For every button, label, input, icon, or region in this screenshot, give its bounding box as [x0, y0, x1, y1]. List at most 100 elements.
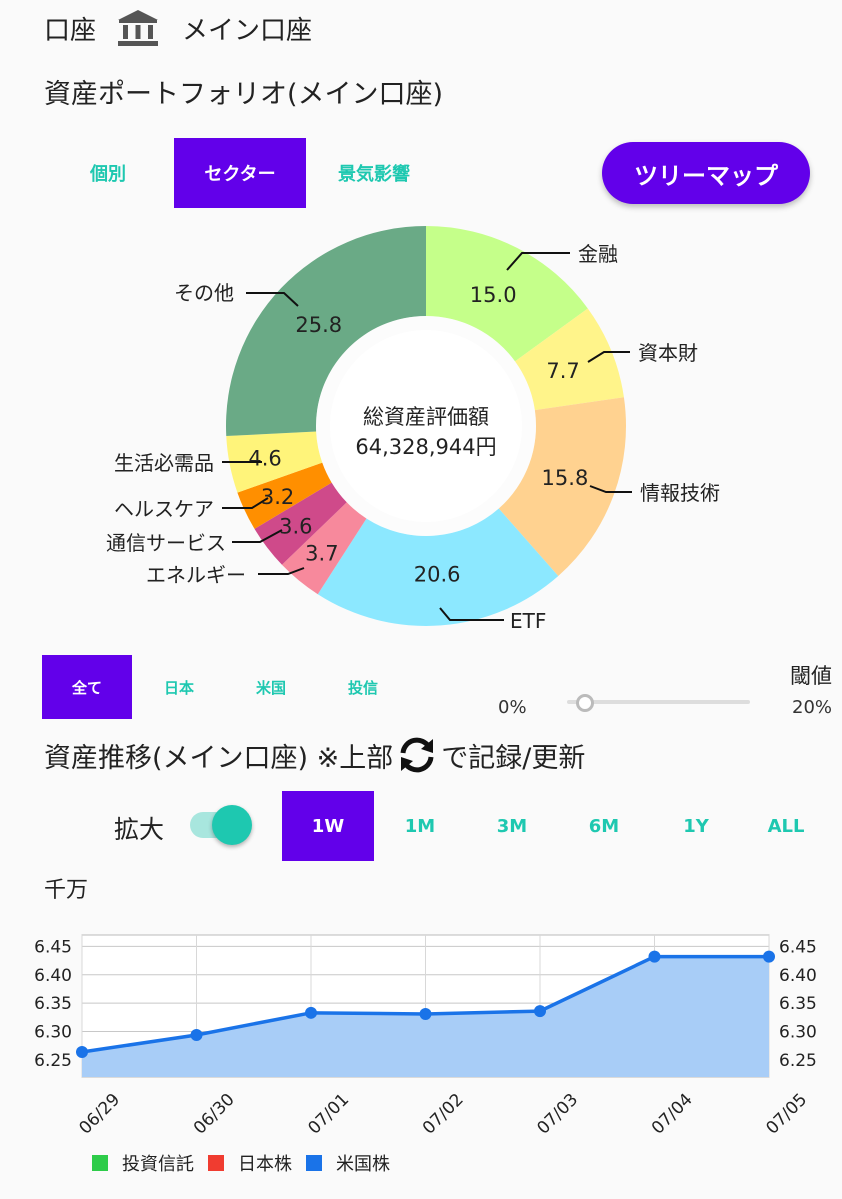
slice-value-label: 3.6 [279, 515, 312, 539]
slice-leader-line [589, 485, 632, 493]
donut-slice[interactable] [281, 502, 367, 595]
slice-category-label: 情報技術 [640, 481, 720, 505]
threshold-label: 閾値 [790, 664, 832, 688]
x-tick-label: 07/01 [304, 1090, 353, 1139]
legend-label-jp: 日本株 [238, 1154, 292, 1175]
y-tick-label-right: 6.25 [779, 1051, 817, 1071]
slice-leader-line [222, 497, 269, 509]
y-tick-label-left: 6.35 [34, 994, 72, 1014]
y-tick-label-right: 6.30 [779, 1023, 817, 1043]
donut-slice[interactable] [514, 308, 624, 411]
slice-category-label: 通信サービス [106, 531, 226, 555]
account-header: 口座 メイン口座 [44, 8, 312, 48]
slice-leader-line [506, 252, 570, 271]
donut-center-label: 総資産評価額 [363, 405, 489, 429]
slice-value-label: 15.0 [470, 283, 517, 307]
donut-slice[interactable] [254, 482, 347, 565]
history-title-suffix: で記録/更新 [441, 742, 586, 774]
filter-tab-fund[interactable]: 投信 [347, 678, 378, 697]
chart-legend: 投資信託 日本株 米国株 [92, 1150, 404, 1176]
donut-slice[interactable] [426, 226, 588, 362]
history-title-text: 資産推移(メイン口座) ※上部 [44, 742, 394, 774]
slice-leader-line [587, 351, 630, 363]
data-point[interactable] [305, 1006, 317, 1019]
legend-swatch-fund [92, 1155, 108, 1171]
y-tick-label-right: 6.45 [779, 937, 817, 957]
filter-tab-us[interactable]: 米国 [255, 678, 286, 697]
donut-center [330, 330, 522, 522]
x-tick-label: 06/29 [75, 1090, 124, 1139]
donut-center-value: 64,328,944円 [355, 435, 496, 459]
x-tick-label: 06/30 [190, 1090, 239, 1139]
slice-value-label: 15.8 [542, 466, 589, 490]
donut-slice[interactable] [237, 462, 332, 529]
slice-value-label: 3.2 [261, 485, 294, 509]
legend-label-us: 米国株 [336, 1154, 390, 1175]
data-point[interactable] [190, 1028, 203, 1041]
slice-leader-line [232, 529, 283, 543]
data-point[interactable] [419, 1007, 432, 1020]
slider-max-label: 20% [792, 697, 833, 718]
history-title: 資産推移(メイン口座) ※上部 で記録/更新 [44, 733, 585, 777]
x-tick-label: 07/04 [648, 1090, 697, 1139]
tab-sector[interactable]: セクター [174, 138, 306, 208]
donut-slice[interactable] [498, 397, 626, 577]
slice-value-label: 20.6 [414, 563, 461, 587]
data-point[interactable] [648, 950, 661, 963]
slice-value-label: 7.7 [546, 359, 579, 383]
account-label: 口座 [44, 15, 97, 46]
slice-value-label: 25.8 [295, 313, 342, 337]
tab-economic-impact[interactable]: 景気影響 [338, 164, 410, 185]
refresh-icon[interactable] [395, 733, 439, 777]
slice-value-label: 3.7 [305, 542, 338, 566]
asset-history-chart: 6.45 6.45 6.40 6.40 6.35 6.35 6.30 6.30 6.25 6.25… [34, 934, 817, 1139]
slice-category-label: 金融 [578, 242, 618, 266]
slice-category-label: エネルギー [146, 563, 246, 587]
zoom-toggle-knob[interactable] [212, 805, 252, 845]
legend-swatch-jp [208, 1155, 224, 1171]
y-tick-label-right: 6.35 [779, 994, 817, 1014]
y-tick-label-right: 6.40 [779, 966, 817, 986]
data-point[interactable] [763, 950, 775, 963]
bank-icon [118, 10, 159, 46]
data-point[interactable] [534, 1005, 546, 1018]
zoom-label: 拡大 [114, 815, 165, 844]
y-tick-label-left: 6.25 [34, 1051, 72, 1071]
slice-value-label: 4.6 [248, 447, 281, 471]
y-tick-label-left: 6.30 [34, 1023, 72, 1043]
range-tab-1m[interactable]: 1M [404, 815, 436, 837]
legend-swatch-us [306, 1155, 322, 1171]
y-tick-label-left: 6.45 [34, 937, 72, 957]
chart-unit-label: 千万 [44, 878, 89, 903]
filter-tab-japan[interactable]: 日本 [163, 678, 194, 697]
donut-slice[interactable] [226, 226, 426, 437]
donut-slice[interactable] [317, 508, 559, 626]
sector-donut-chart: 15.0 金融 7.7 資本財 15.8 情報技術 20.6 ETF 3.7 エネルギー 3.6 通信… [106, 226, 720, 633]
slice-leader-line [439, 607, 504, 621]
slider-min-label: 0% [498, 697, 527, 718]
tab-individual[interactable]: 個別 [90, 164, 126, 185]
slice-category-label: ヘルスケア [114, 497, 214, 521]
y-tick-label-left: 6.40 [34, 966, 72, 986]
slice-leader-line [258, 567, 305, 575]
range-tab-all[interactable]: ALL [767, 815, 805, 837]
slice-category-label: 生活必需品 [114, 451, 214, 475]
range-tab-1y[interactable]: 1Y [683, 815, 709, 837]
threshold-slider-handle[interactable] [576, 694, 594, 712]
data-point[interactable] [76, 1046, 88, 1059]
slice-leader-line [246, 292, 299, 307]
donut-slice[interactable] [226, 431, 323, 493]
portfolio-title: 資産ポートフォリオ(メイン口座) [44, 79, 444, 110]
treemap-button[interactable]: ツリーマップ [602, 142, 810, 204]
account-name: メイン口座 [182, 15, 313, 46]
threshold-slider-track[interactable] [567, 700, 750, 704]
slice-category-label: ETF [510, 609, 546, 633]
x-tick-label: 07/03 [533, 1090, 582, 1139]
range-tab-1w[interactable]: 1W [282, 791, 374, 861]
filter-tab-all[interactable]: 全て [42, 655, 132, 719]
range-tab-6m[interactable]: 6M [588, 815, 620, 837]
x-tick-label: 07/02 [419, 1090, 468, 1139]
x-tick-label: 07/05 [762, 1090, 811, 1139]
slice-category-label: その他 [174, 281, 234, 305]
range-tab-3m[interactable]: 3M [496, 815, 528, 837]
